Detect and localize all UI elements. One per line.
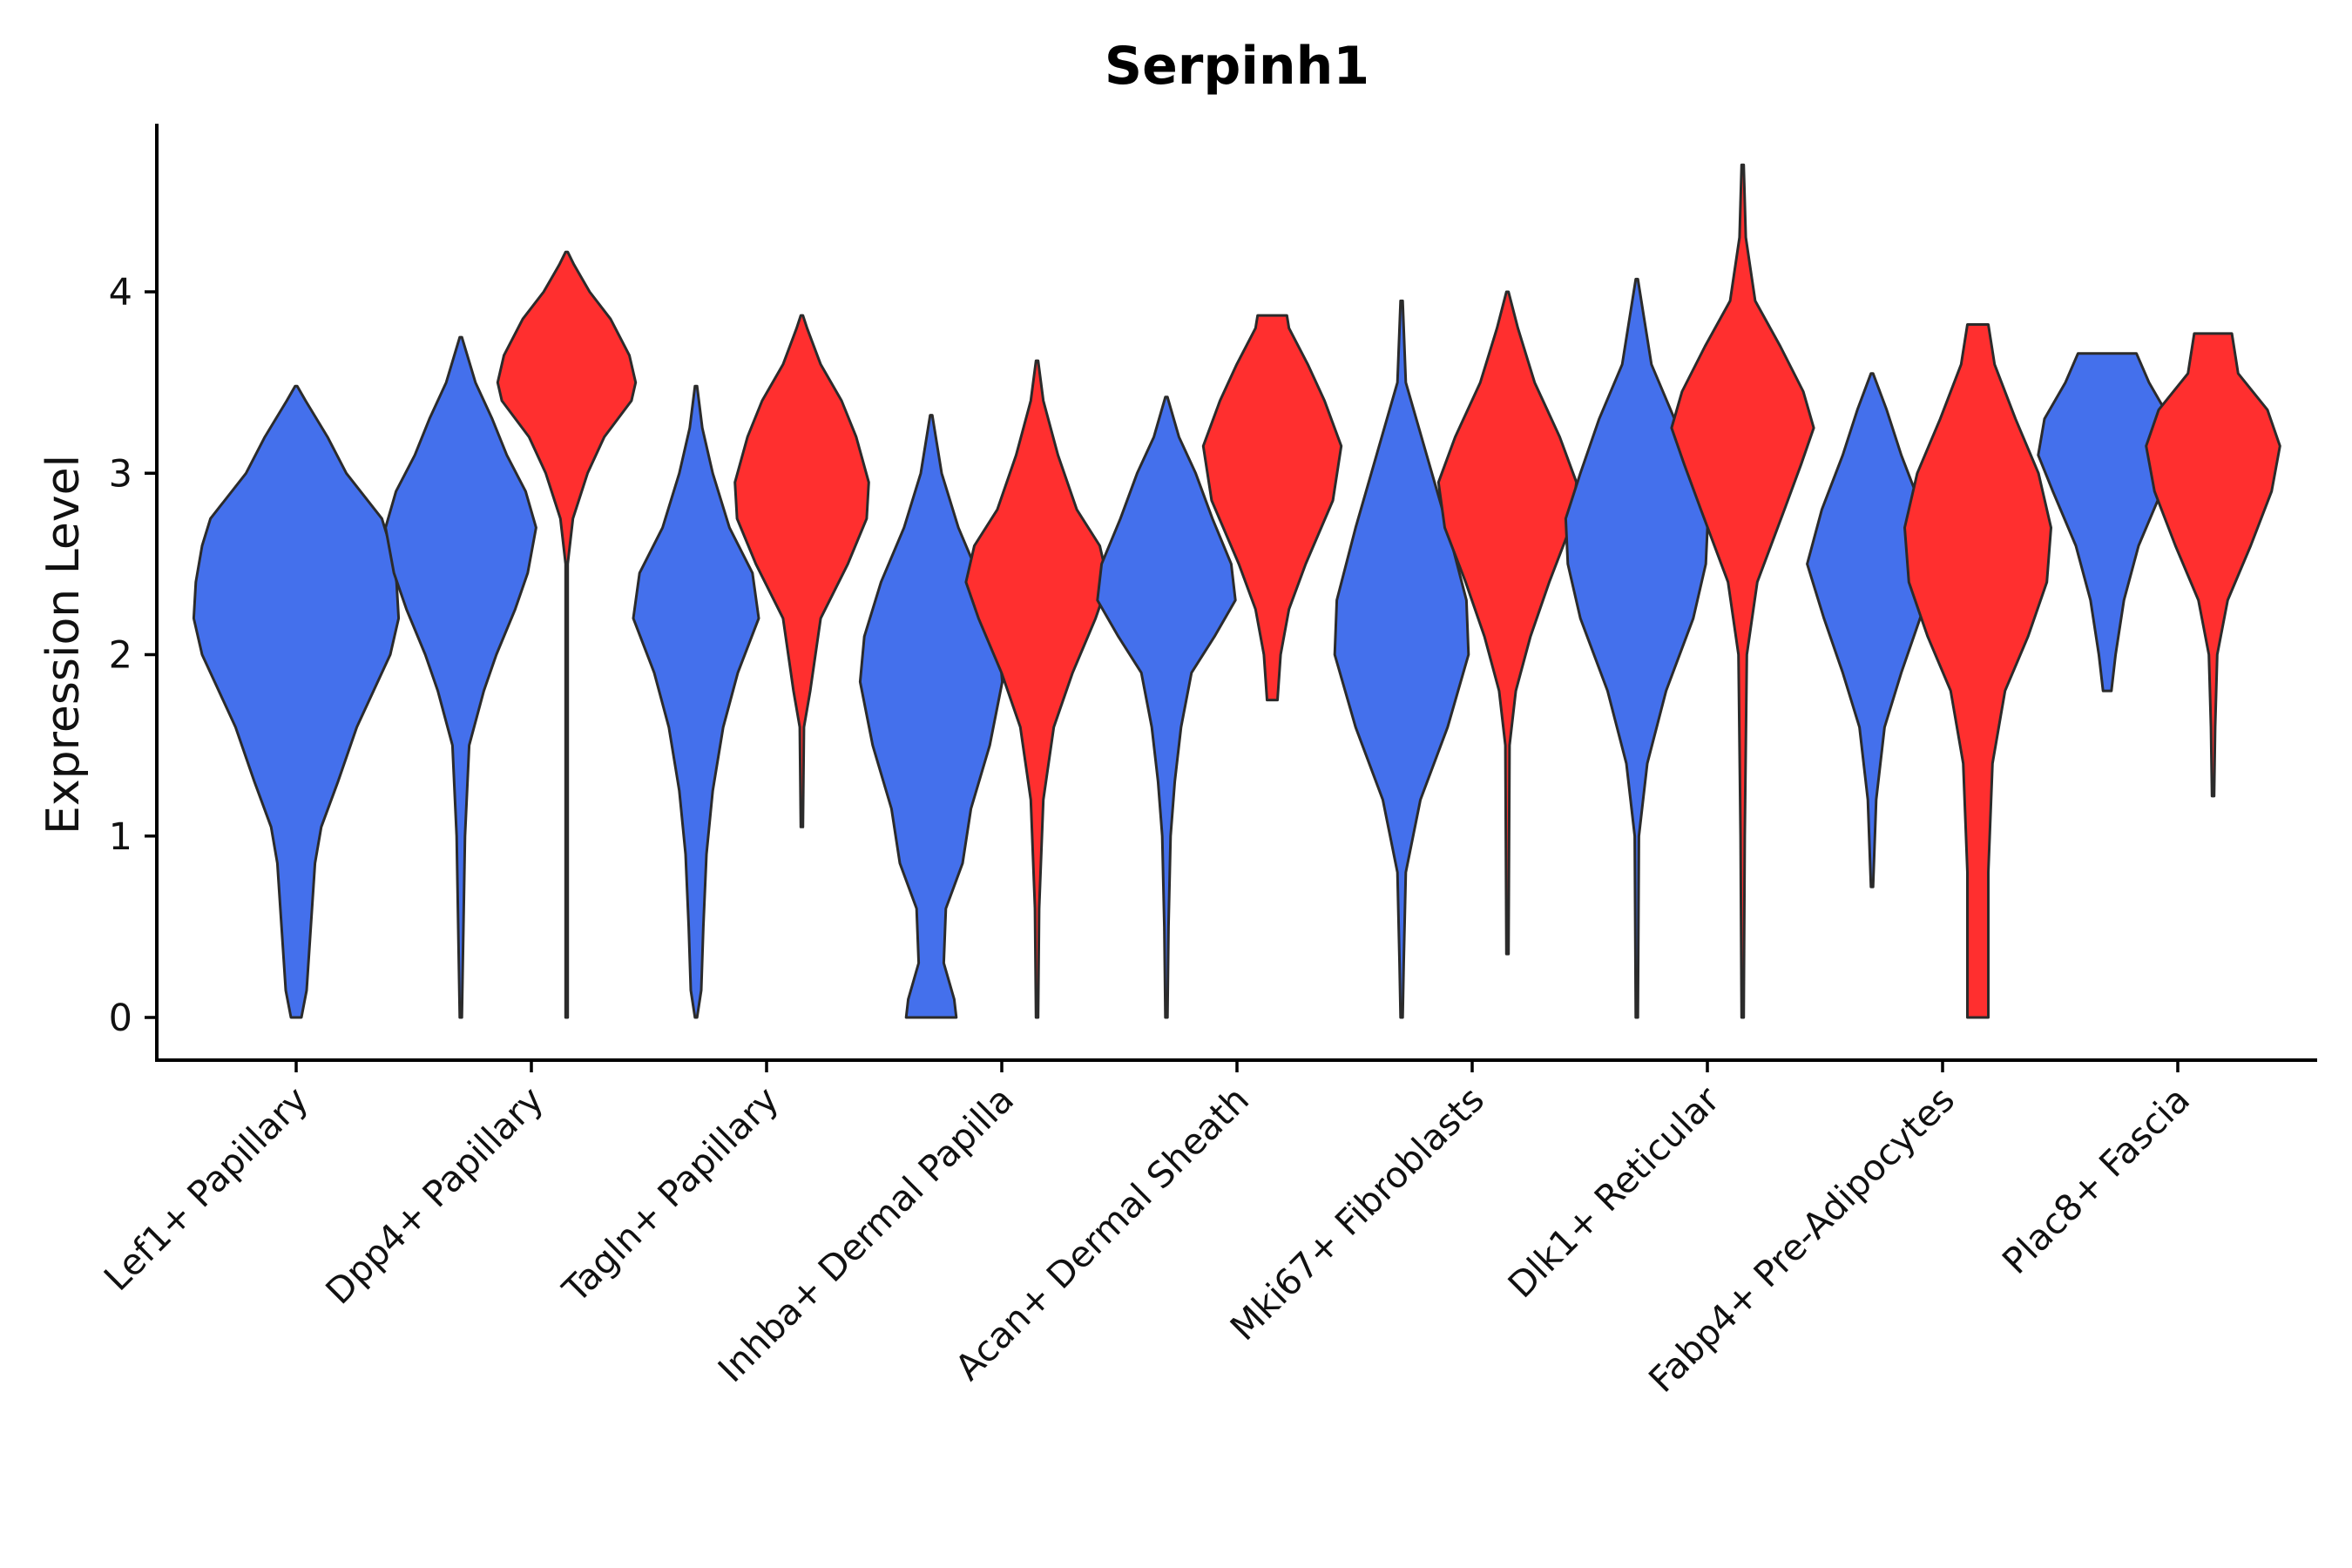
violin-dlk1-reticular-blue: [1564, 277, 1710, 1019]
violin-inhba-dermal-papilla-red: [964, 359, 1110, 1019]
violin-fabp4-pre-adipocytes-blue: [1806, 372, 1938, 889]
violin-plac8-fascia-blue: [2037, 352, 2178, 693]
violin-mki67-fibroblasts-red: [1436, 290, 1578, 956]
violin-dpp4-papillary-blue: [384, 335, 537, 1019]
y-tick-label: 0: [109, 997, 132, 1040]
violin-fabp4-pre-adipocytes-red: [1903, 323, 2052, 1019]
violin-tagln-papillary-red: [733, 314, 870, 828]
y-tick-label: 4: [109, 271, 132, 314]
y-tick-label: 2: [109, 634, 132, 678]
violin-dlk1-reticular-red: [1670, 163, 1815, 1019]
y-tick-label: 3: [109, 452, 132, 496]
violin-dpp4-papillary-red: [496, 250, 638, 1019]
chart-title: Serpinh1: [1105, 36, 1369, 97]
y-axis-title: Expression Level: [37, 455, 90, 835]
violin-inhba-dermal-papilla-blue: [858, 414, 1004, 1019]
violin-tagln-papillary-blue: [632, 384, 760, 1019]
violin-acan-dermal-sheath-red: [1201, 314, 1343, 702]
y-axis-ticks: 0 1 2 3 4: [109, 271, 157, 1040]
violin-plac8-fascia-red: [2145, 332, 2281, 798]
violin-lef1-papillary-blue: [192, 384, 401, 1019]
violin-acan-dermal-sheath-blue: [1096, 395, 1237, 1019]
y-tick-label: 1: [109, 815, 132, 859]
violin-mki67-fibroblasts-blue: [1333, 299, 1470, 1019]
violin-group: [192, 163, 2281, 1019]
